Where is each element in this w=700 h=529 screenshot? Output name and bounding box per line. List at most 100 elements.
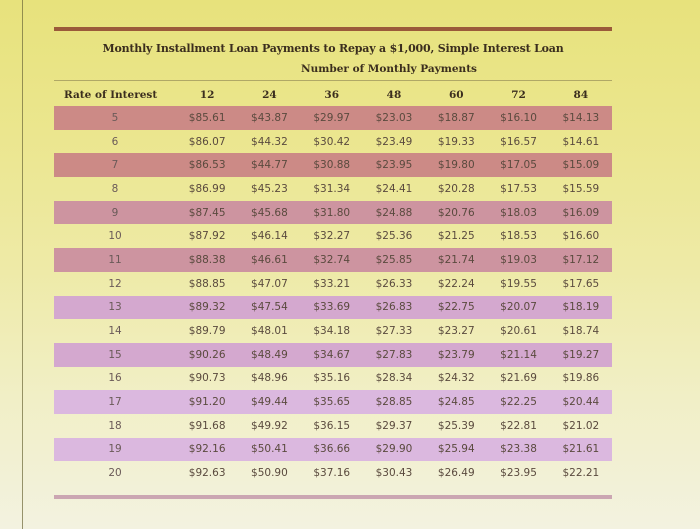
payment-cell: $87.92: [188, 230, 226, 243]
payment-cell: $21.25: [437, 230, 475, 243]
payment-cell: $90.73: [188, 372, 226, 385]
table-row: 11 $88.38 $46.61 $32.74 $25.85 $21.74 $19.03 $1…: [54, 248, 612, 272]
column-header: 48: [386, 89, 402, 101]
payment-cell: $17.05: [487, 153, 550, 178]
column-header: 36: [324, 89, 340, 101]
rate-cell: 19: [54, 437, 176, 462]
payment-cell: $24.88: [362, 200, 426, 225]
payment-cell: $92.63: [188, 467, 226, 480]
payment-cell: $19.03: [487, 248, 550, 272]
table-row: 7 $86.53 $44.77 $30.88 $23.95 $19.80 $17.05 $15…: [54, 153, 612, 178]
rate-header: Rate of Interest: [64, 89, 158, 101]
payment-cell: $87.45: [176, 200, 239, 225]
payment-cell: $48.49: [238, 342, 301, 367]
table-row: 12 $88.85 $47.07 $33.21 $26.33 $22.24 $19.55 $1…: [54, 272, 612, 296]
payment-cell: $92.16: [176, 437, 239, 462]
payment-cell: $36.66: [300, 437, 363, 462]
payment-cell: $23.95: [500, 467, 537, 480]
payment-cell: $48.01: [251, 325, 288, 338]
payment-cell: $21.14: [487, 342, 550, 367]
table-title: Monthly Installment Loan Payments to Rep…: [102, 42, 564, 55]
rate-cell: 7: [54, 153, 176, 178]
table-row: 20 $92.63 $50.90 $37.16 $30.43 $26.49 $23.95 $2…: [54, 461, 612, 485]
payment-cell: $24.41: [375, 182, 413, 195]
payment-cell: $35.16: [313, 372, 351, 385]
rate-cell: 6: [111, 135, 119, 148]
payment-cell: $24.85: [425, 390, 488, 414]
payment-cell: $17.12: [549, 248, 612, 272]
payment-cell: $22.25: [487, 390, 550, 414]
table-row: 14 $89.79 $48.01 $34.18 $27.33 $23.27 $20.61 $1…: [54, 319, 612, 343]
payment-cell: $22.21: [562, 467, 600, 480]
payment-cell: $32.74: [300, 248, 363, 272]
payment-cell: $31.34: [313, 182, 351, 195]
table-subtitle: Number of Monthly Payments: [301, 63, 477, 75]
payment-cell: $16.60: [562, 230, 600, 243]
payment-cell: $19.55: [500, 277, 537, 290]
top-rule: [54, 27, 612, 31]
payment-cell: $33.21: [313, 277, 351, 290]
payment-cell: $89.79: [188, 325, 226, 338]
payment-cell: $86.53: [176, 153, 239, 178]
payment-cell: $15.09: [549, 153, 612, 178]
payment-cell: $47.54: [238, 295, 301, 320]
payment-cell: $23.38: [487, 437, 550, 462]
payment-cell: $85.61: [176, 106, 239, 130]
rate-cell: 11: [54, 248, 176, 272]
payment-cell: $17.65: [562, 277, 600, 290]
rate-cell: 9: [54, 200, 176, 225]
table-row: 19 $92.16 $50.41 $36.66 $29.90 $25.94 $23.38 $2…: [54, 437, 612, 462]
rate-cell: 16: [108, 372, 122, 385]
payment-cell: $16.57: [500, 135, 537, 148]
payment-cell: $48.96: [251, 372, 288, 385]
column-header: 24: [262, 89, 277, 101]
payment-cell: $86.07: [188, 135, 226, 148]
rate-cell: 10: [108, 230, 122, 243]
payment-cell: $30.88: [300, 153, 363, 178]
column-header: 72: [511, 89, 526, 101]
payment-cell: $45.23: [251, 182, 288, 195]
rate-cell: 12: [108, 277, 122, 290]
payment-cell: $28.34: [375, 372, 413, 385]
payment-cell: $19.80: [425, 153, 488, 178]
payment-cell: $23.49: [375, 135, 413, 148]
payment-cell: $28.85: [362, 390, 426, 414]
payment-cell: $23.27: [437, 325, 475, 338]
payment-cell: $30.43: [375, 467, 413, 480]
payment-cell: $44.32: [251, 135, 288, 148]
payment-cell: $34.67: [300, 342, 363, 367]
payment-cell: $23.03: [362, 106, 426, 130]
payment-cell: $20.28: [437, 182, 475, 195]
rate-cell: 17: [54, 390, 176, 414]
payment-cell: $25.36: [375, 230, 413, 243]
rate-cell: 18: [108, 419, 122, 432]
loan-payment-table: Rate of Interest 12 24 36 48 60 72 84 5 $…: [54, 84, 612, 485]
rate-cell: 5: [54, 106, 176, 130]
header-rule: [54, 80, 612, 81]
payment-cell: $22.24: [437, 277, 475, 290]
payment-cell: $90.26: [176, 342, 239, 367]
payment-cell: $25.94: [425, 437, 488, 462]
payment-cell: $46.14: [251, 230, 288, 243]
payment-cell: $21.02: [562, 419, 600, 432]
column-header: 84: [573, 89, 589, 101]
rate-cell: 14: [108, 325, 122, 338]
payment-cell: $29.97: [300, 106, 363, 130]
monitor-frame-edge: [22, 0, 23, 529]
payment-cell: $29.90: [362, 437, 426, 462]
payment-cell: $26.83: [362, 295, 426, 320]
payment-cell: $49.92: [251, 419, 288, 432]
table-row: 8 $86.99 $45.23 $31.34 $24.41 $20.28 $17.53 $15…: [54, 177, 612, 201]
payment-cell: $27.33: [375, 325, 413, 338]
payment-cell: $16.10: [487, 106, 550, 130]
rate-cell: 8: [111, 182, 119, 195]
payment-cell: $14.13: [549, 106, 612, 130]
payment-cell: $31.80: [300, 200, 363, 225]
payment-cell: $18.74: [562, 325, 600, 338]
payment-cell: $47.07: [251, 277, 288, 290]
payment-cell: $21.74: [425, 248, 488, 272]
payment-cell: $20.07: [487, 295, 550, 320]
payment-cell: $23.79: [425, 342, 488, 367]
payment-cell: $21.61: [549, 437, 612, 462]
payment-cell: $15.59: [562, 182, 600, 195]
